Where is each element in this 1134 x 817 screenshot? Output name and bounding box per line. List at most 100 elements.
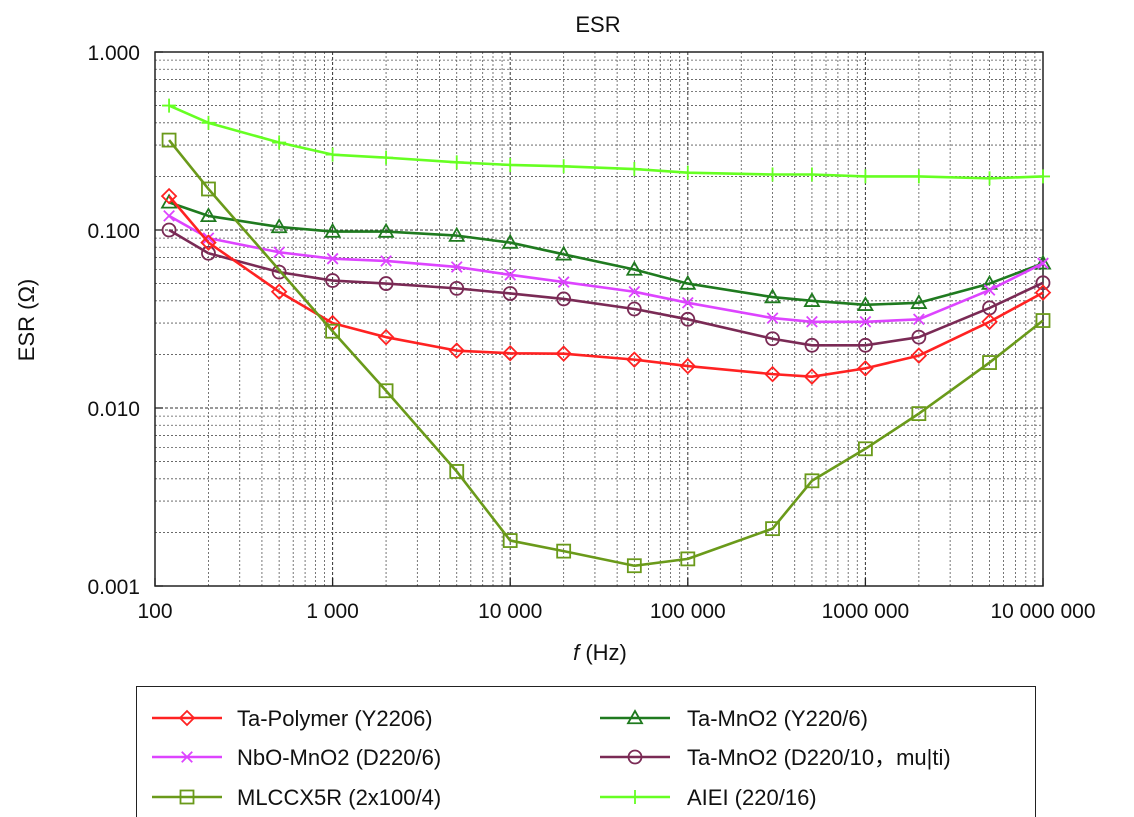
chart-title: ESR [575, 12, 620, 37]
data-point [557, 276, 570, 288]
legend-item: AIEI (220/16) [600, 785, 817, 810]
data-point [162, 98, 177, 113]
y-tick-label: 0.100 [87, 220, 140, 243]
data-point [325, 147, 340, 162]
data-point [911, 329, 927, 345]
data-point [679, 274, 697, 290]
data-point [626, 558, 642, 574]
data-point [804, 473, 820, 489]
data-point [378, 276, 394, 291]
series-line [168, 195, 1044, 378]
data-point [858, 169, 873, 184]
data-point [504, 268, 517, 281]
data-point [859, 315, 872, 328]
legend-swatch-marker [628, 790, 642, 804]
data-point [858, 337, 873, 353]
data-point [626, 301, 642, 317]
data-point [501, 233, 519, 249]
data-point [680, 551, 696, 567]
data-point [856, 295, 874, 311]
x-tick-label: 10 000 000 [990, 600, 1095, 623]
data-point [1037, 257, 1049, 270]
series-line [168, 201, 1044, 307]
legend-box [136, 686, 1036, 817]
data-point [325, 273, 341, 288]
series-x [163, 210, 1049, 328]
data-point [380, 255, 392, 267]
data-point [448, 226, 466, 242]
legend-item: NbO-MnO2 (D220/6) [152, 745, 441, 770]
series-layer [160, 98, 1052, 574]
x-axis-title: f (Hz) [573, 640, 627, 665]
y-axis-title: ESR (Ω) [14, 279, 39, 361]
legend-label: NbO-MnO2 (D220/6) [237, 745, 441, 770]
data-point [910, 347, 928, 364]
data-point [449, 155, 464, 170]
data-point [271, 264, 287, 280]
series-square [161, 132, 1051, 574]
data-point [765, 521, 780, 537]
data-point [982, 355, 997, 370]
axis-ticks [154, 51, 1044, 587]
data-point [449, 464, 465, 479]
series-line [168, 139, 1044, 568]
data-point [804, 167, 819, 182]
data-point [804, 337, 820, 353]
x-tick-label: 1 000 [306, 600, 359, 623]
legend-label: AIEI (220/16) [687, 785, 817, 810]
data-point [377, 222, 395, 238]
series-line [168, 228, 1044, 347]
data-point [981, 313, 998, 331]
data-point [201, 181, 216, 197]
x-axis-title-symbol: f [573, 640, 582, 665]
data-point [202, 232, 215, 245]
data-point [1034, 254, 1052, 270]
data-point [680, 165, 695, 180]
x-tick-label: 10 000 [478, 600, 542, 623]
data-point [555, 345, 572, 362]
legend-label: Ta-MnO2 (Y220/6) [687, 706, 868, 731]
data-point [626, 351, 643, 368]
data-point [378, 383, 394, 399]
data-point [502, 286, 518, 301]
data-point [765, 167, 780, 182]
data-point [857, 360, 874, 377]
data-point [911, 169, 926, 184]
data-point [766, 312, 779, 324]
x-tick-label: 100 [137, 600, 172, 623]
data-point [324, 222, 342, 238]
y-tick-labels: 0.001 0.010 0.100 1.000 [87, 42, 140, 599]
x-tick-label: 1000 000 [822, 600, 910, 623]
legend-item: Ta-MnO2 (Y220/6) [600, 706, 868, 731]
data-point [680, 311, 696, 327]
legend-swatch-marker [626, 709, 644, 725]
data-point [161, 132, 177, 148]
data-point [448, 342, 466, 359]
data-point [273, 246, 286, 259]
series-line [168, 214, 1044, 324]
legend-item: Ta-Polymer (Y2206) [152, 706, 433, 731]
series-triangle [160, 193, 1052, 311]
data-point [803, 292, 821, 307]
legend-label: Ta-Polymer (Y2206) [237, 706, 433, 731]
data-point [449, 280, 465, 296]
series-line [168, 104, 1044, 180]
data-point [201, 245, 216, 261]
y-tick-label: 0.001 [87, 576, 140, 599]
data-point [982, 171, 997, 186]
data-point [503, 157, 518, 172]
data-point [858, 441, 873, 457]
legend-label: MLCCX5R (2x100/4) [237, 785, 441, 810]
data-point [1035, 275, 1051, 291]
y-tick-label: 0.010 [87, 398, 140, 421]
data-point [625, 260, 643, 276]
series-circle [161, 222, 1051, 353]
data-point [911, 406, 927, 422]
legend-item: MLCCX5R (2x100/4) [152, 785, 441, 810]
x-axis-title-unit: (Hz) [579, 640, 627, 665]
data-point [763, 288, 782, 304]
legend-item: Ta-MnO2 (D220/10，mu|ti) [600, 745, 951, 770]
plot-frame [154, 51, 1044, 587]
data-point [556, 291, 572, 307]
